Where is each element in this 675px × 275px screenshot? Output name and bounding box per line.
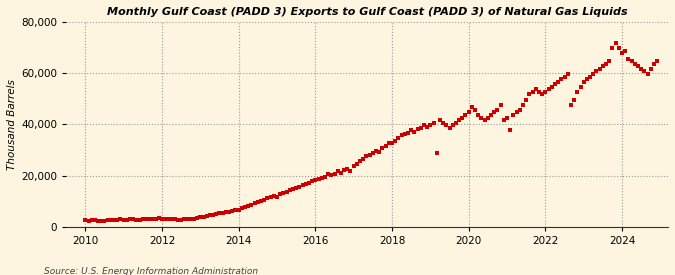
Y-axis label: Thousand Barrels: Thousand Barrels [7,79,17,170]
Title: Monthly Gulf Coast (PADD 3) Exports to Gulf Coast (PADD 3) of Natural Gas Liquid: Monthly Gulf Coast (PADD 3) Exports to G… [107,7,627,17]
Text: Source: U.S. Energy Information Administration: Source: U.S. Energy Information Administ… [44,267,258,275]
